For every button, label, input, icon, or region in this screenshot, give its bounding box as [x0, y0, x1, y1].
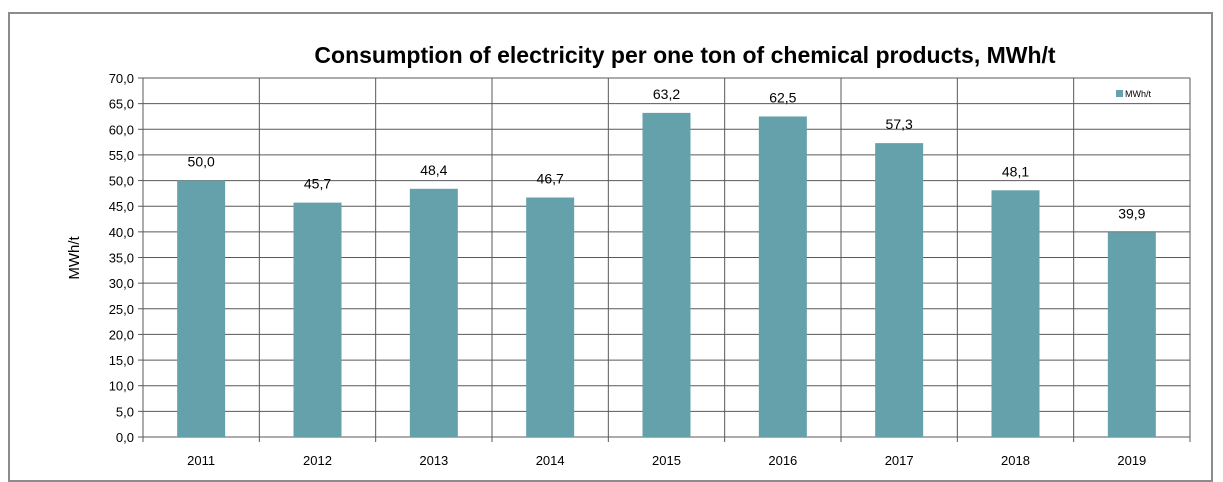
data-label: 50,0 [188, 154, 215, 170]
x-tick-label: 2018 [1001, 453, 1030, 468]
y-tick-label: 35,0 [109, 251, 134, 266]
bar [293, 202, 342, 437]
x-tick-label: 2016 [768, 453, 797, 468]
y-axis-label: MWh/t [66, 236, 83, 280]
bar [409, 188, 458, 437]
bar [526, 197, 575, 437]
data-label: 57,3 [886, 116, 913, 132]
bar [1107, 232, 1156, 437]
y-tick-label: 55,0 [109, 148, 134, 163]
y-tick-label: 20,0 [109, 327, 134, 342]
x-tick-label: 2019 [1117, 453, 1146, 468]
y-tick-label: 5,0 [116, 404, 134, 419]
y-tick-label: 25,0 [109, 302, 134, 317]
x-tick-label: 2014 [536, 453, 565, 468]
y-tick-label: 50,0 [109, 174, 134, 189]
data-label: 39,9 [1118, 205, 1145, 221]
x-tick-label: 2015 [652, 453, 681, 468]
bars [177, 112, 1156, 438]
y-tick-label: 60,0 [109, 122, 134, 137]
data-label: 48,1 [1002, 163, 1029, 179]
bar [875, 143, 924, 437]
legend: MWh/t [1116, 89, 1151, 99]
y-tick-label: 30,0 [109, 276, 134, 291]
data-label: 48,4 [420, 162, 447, 178]
data-label: 45,7 [304, 176, 331, 192]
y-tick-label: 0,0 [116, 430, 134, 445]
data-labels: 50,0 45,7 48,4 46,7 63,2 62,5 57,3 48,1 39,9 [188, 86, 1146, 221]
chart-title: Consumption of electricity per one ton o… [314, 42, 1055, 68]
y-tick-label: 65,0 [109, 97, 134, 112]
x-tick-labels: 2011 2012 2013 2014 2015 2016 2017 2018 2019 [187, 453, 1146, 468]
bar [758, 116, 807, 437]
legend-swatch [1116, 90, 1123, 97]
x-tick-label: 2012 [303, 453, 332, 468]
y-tick-label: 70,0 [109, 71, 134, 86]
legend-label: MWh/t [1125, 89, 1151, 99]
bar [177, 180, 226, 438]
data-label: 46,7 [537, 170, 564, 186]
x-tick-label: 2011 [187, 453, 215, 468]
y-tick-label: 40,0 [109, 225, 134, 240]
data-label: 62,5 [769, 89, 796, 105]
y-tick-label: 10,0 [109, 379, 134, 394]
x-tick-label: 2017 [885, 453, 914, 468]
y-tick-label: 15,0 [109, 353, 134, 368]
bar [642, 112, 691, 438]
y-tick-labels: 0,0 5,0 10,0 15,0 20,0 25,0 30,0 35,0 40,0 45,0 50… [109, 71, 134, 445]
data-label: 63,2 [653, 86, 680, 102]
bar [991, 190, 1040, 437]
x-tick-label: 2013 [419, 453, 448, 468]
y-tick-label: 45,0 [109, 199, 134, 214]
